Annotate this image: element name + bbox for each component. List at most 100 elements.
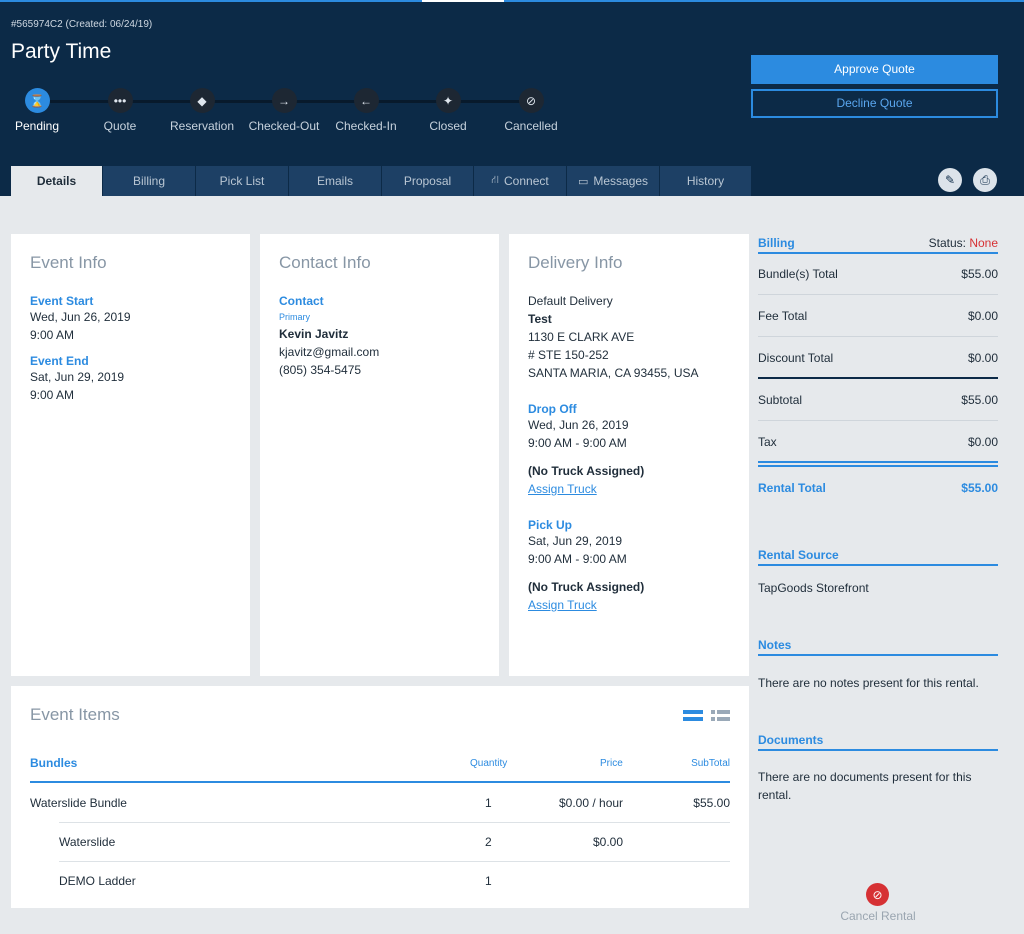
billing-title: Billing <box>758 236 795 250</box>
top-progress-line <box>0 0 1024 2</box>
step-cancelled[interactable]: ⊘ Cancelled <box>486 88 576 133</box>
event-end-date: Sat, Jun 29, 2019 <box>30 370 125 384</box>
pick-up-assign-truck-link[interactable]: Assign Truck <box>528 598 597 612</box>
tab-details[interactable]: Details <box>11 166 102 196</box>
hourglass-icon: ⌛ <box>24 88 50 113</box>
approve-quote-button[interactable]: Approve Quote <box>751 55 998 84</box>
delivery-address-line-3: SANTA MARIA, CA 93455, USA <box>528 366 699 380</box>
tab-history[interactable]: History <box>660 166 751 196</box>
notes-text: There are no notes present for this rent… <box>758 676 979 690</box>
tab-label: Connect <box>504 174 549 188</box>
item-quantity: 2 <box>485 835 492 849</box>
billing-row-label: Tax <box>758 434 777 449</box>
item-quantity: 1 <box>485 874 492 888</box>
items-table: Bundles Quantity Price SubTotal Watersli… <box>30 756 730 900</box>
drop-off-assign-truck-link[interactable]: Assign Truck <box>528 482 597 496</box>
item-price: $0.00 <box>593 835 624 849</box>
drop-off-time: 9:00 AM - 9:00 AM <box>528 436 627 450</box>
contact-name: Kevin Javitz <box>279 327 349 341</box>
ban-icon: ⊘ <box>518 88 544 113</box>
tab-connect[interactable]: ⛙ Connect <box>474 166 566 196</box>
rental-total-value: $55.00 <box>961 480 998 495</box>
tab-billing[interactable]: Billing <box>103 166 195 196</box>
page-title: Party Time <box>11 40 112 63</box>
event-items-card: Event Items Bundles Quantity Price SubTo… <box>11 686 749 908</box>
tab-messages[interactable]: ▭ Messages <box>567 166 659 196</box>
billing-row-discount-total: Discount Total $0.00 <box>758 338 998 379</box>
step-checked-in[interactable]: ← Checked-In <box>321 88 411 133</box>
step-closed[interactable]: ✦ Closed <box>403 88 493 133</box>
pencil-icon: ✎ <box>944 173 956 187</box>
card-title: Contact Info <box>279 253 371 272</box>
billing-row-subtotal: Subtotal $55.00 <box>758 380 998 421</box>
contact-info-card: Contact Info Contact Primary Kevin Javit… <box>260 234 499 676</box>
contact-phone: (805) 354-5475 <box>279 363 362 377</box>
closed-icon: ✦ <box>435 88 461 113</box>
items-table-header: Bundles Quantity Price SubTotal <box>30 756 730 783</box>
tab-emails[interactable]: Emails <box>289 166 381 196</box>
bundles-header: Bundles <box>30 756 78 770</box>
item-name: Waterslide <box>59 835 116 849</box>
quantity-header: Quantity <box>470 758 508 769</box>
event-start-label: Event Start <box>30 294 94 308</box>
step-quote[interactable]: ••• Quote <box>75 88 165 133</box>
documents-text: There are no documents present for this … <box>758 770 972 802</box>
table-row[interactable]: Waterslide 2 $0.00 <box>30 822 730 861</box>
table-row[interactable]: Waterslide Bundle 1 $0.00 / hour $55.00 <box>30 783 730 822</box>
billing-row-label: Fee Total <box>758 309 808 323</box>
drop-off-label: Drop Off <box>528 402 577 416</box>
inbox-icon: ▭ <box>577 175 589 188</box>
decline-quote-button[interactable]: Decline Quote <box>751 89 998 118</box>
pick-up-label: Pick Up <box>528 518 573 532</box>
event-start-date: Wed, Jun 26, 2019 <box>30 310 131 324</box>
contact-label: Contact <box>279 294 324 308</box>
printer-icon: ⎙ <box>980 172 990 187</box>
step-reservation[interactable]: ◆ Reservation <box>157 88 247 133</box>
delivery-name: Test <box>528 312 552 326</box>
price-header: Price <box>600 758 623 769</box>
rental-source-header: Rental Source <box>758 548 998 566</box>
tab-label: Billing <box>132 174 165 188</box>
item-subtotal: $55.00 <box>693 796 730 810</box>
tab-proposal[interactable]: Proposal <box>382 166 473 196</box>
tab-label: Details <box>36 174 77 188</box>
billing-row-fee-total: Fee Total $0.00 <box>758 296 998 337</box>
event-info-card: Event Info Event Start Wed, Jun 26, 2019… <box>11 234 250 676</box>
step-pending[interactable]: ⌛ Pending <box>0 88 82 133</box>
billing-row-value: $55.00 <box>961 267 998 281</box>
arrow-left-icon: ← <box>353 88 379 113</box>
item-quantity: 1 <box>485 796 492 810</box>
billing-row-value: $0.00 <box>967 350 998 365</box>
edit-button[interactable]: ✎ <box>938 168 962 192</box>
billing-row-label: Discount Total <box>758 350 834 365</box>
rental-tabs: Details Billing Pick List Emails Proposa… <box>11 166 752 196</box>
drop-off-date: Wed, Jun 26, 2019 <box>528 418 629 432</box>
pick-up-date: Sat, Jun 29, 2019 <box>528 534 623 548</box>
cancel-rental-button[interactable]: Cancel Rental <box>840 909 916 923</box>
ban-icon[interactable]: ⊘ <box>866 883 889 906</box>
item-name: DEMO Ladder <box>59 874 136 888</box>
pick-up-time: 9:00 AM - 9:00 AM <box>528 552 627 566</box>
list-view-icon[interactable] <box>683 710 703 722</box>
rental-header: #565974C2 (Created: 06/24/19) Party Time… <box>0 0 1024 196</box>
card-title: Delivery Info <box>528 253 623 272</box>
item-price: $0.00 / hour <box>559 796 624 810</box>
rental-total-row: Rental Total $55.00 <box>758 467 998 508</box>
tab-pick-list[interactable]: Pick List <box>196 166 288 196</box>
step-checked-out[interactable]: → Checked-Out <box>239 88 329 133</box>
detail-view-icon[interactable] <box>711 710 730 722</box>
network-icon: ⛙ <box>491 174 500 186</box>
billing-row-label: Bundle(s) Total <box>758 267 838 281</box>
table-row[interactable]: DEMO Ladder 1 <box>30 861 730 900</box>
step-label: Checked-In <box>335 119 397 133</box>
tag-icon: ◆ <box>189 88 215 113</box>
contact-email: kjavitz@gmail.com <box>279 345 380 359</box>
rental-source-value: TapGoods Storefront <box>758 581 869 595</box>
tab-label: History <box>686 174 725 188</box>
rental-total-label: Rental Total <box>758 480 826 495</box>
billing-header: Billing Status: None <box>758 236 998 254</box>
pick-up-truck-status: (No Truck Assigned) <box>528 580 645 594</box>
step-label: Cancelled <box>504 119 558 133</box>
step-label: Pending <box>14 119 60 133</box>
print-button[interactable]: ⎙ <box>973 168 997 192</box>
